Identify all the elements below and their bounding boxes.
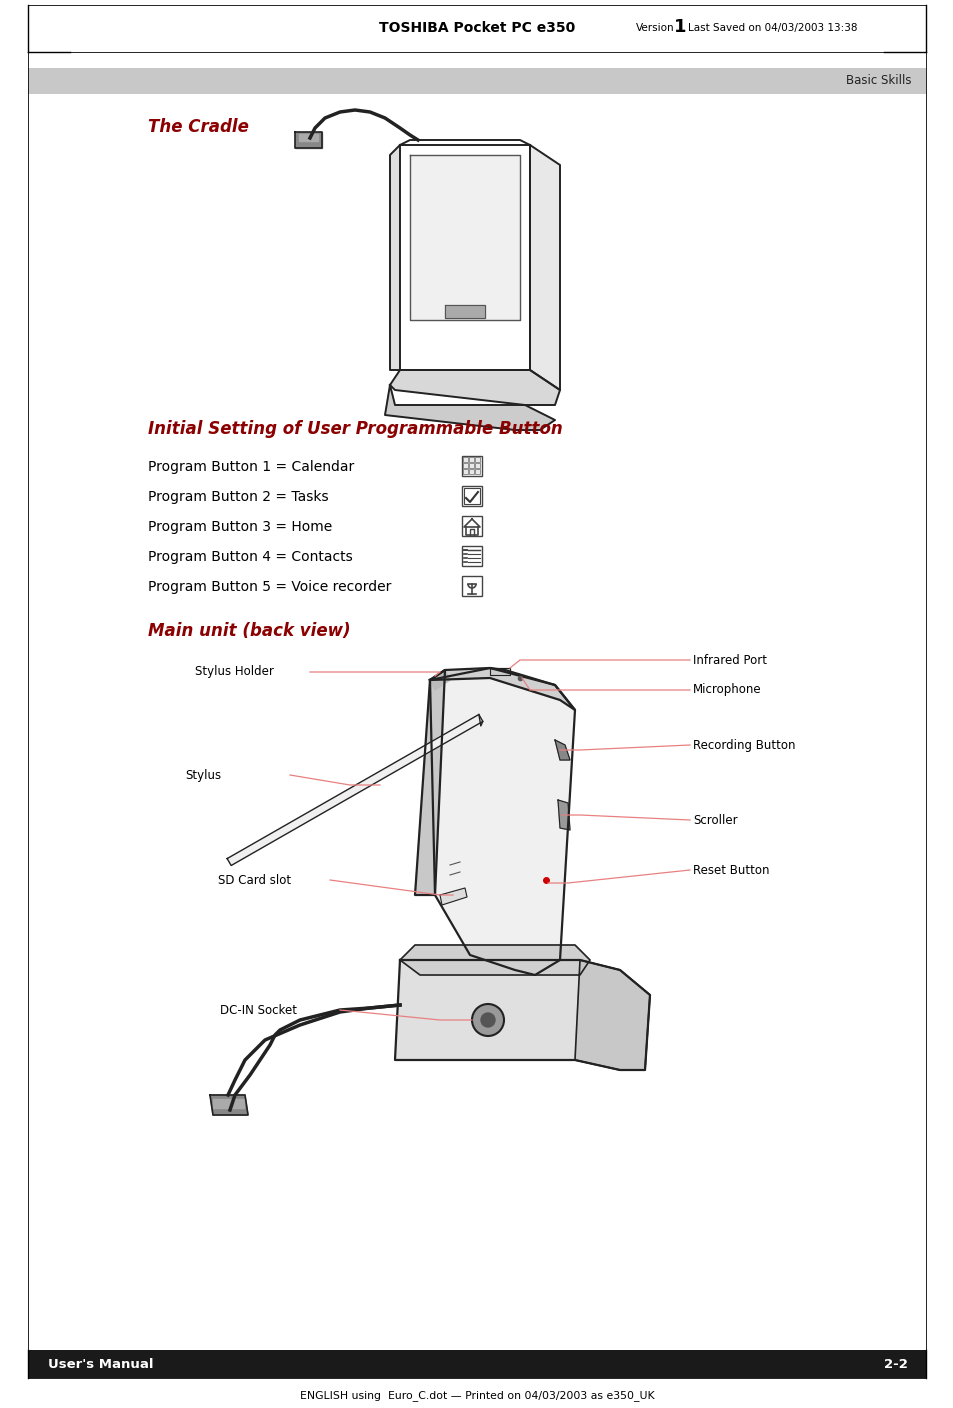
Polygon shape (390, 145, 399, 370)
Bar (469, 469, 474, 474)
Bar (462, 463, 468, 467)
Bar (461, 456, 481, 476)
Polygon shape (415, 670, 444, 895)
Text: Reset Button: Reset Button (692, 863, 769, 877)
Text: ENGLISH using  Euro_C.dot — Printed on 04/03/2003 as e350_UK: ENGLISH using Euro_C.dot — Printed on 04… (299, 1391, 654, 1401)
Text: Program Button 2 = Tasks: Program Button 2 = Tasks (148, 490, 328, 504)
Polygon shape (390, 370, 559, 406)
Text: Stylus Holder: Stylus Holder (194, 666, 274, 679)
Text: Program Button 3 = Home: Program Button 3 = Home (148, 520, 332, 534)
Bar (475, 458, 479, 462)
Polygon shape (395, 960, 649, 1070)
Bar (469, 458, 474, 462)
Bar (469, 463, 474, 467)
Bar (462, 458, 468, 462)
Bar (463, 489, 479, 504)
Polygon shape (213, 1100, 244, 1108)
Polygon shape (385, 384, 555, 429)
Polygon shape (399, 945, 589, 974)
Polygon shape (430, 670, 450, 690)
Bar (461, 546, 481, 566)
Text: Recording Button: Recording Button (692, 739, 795, 752)
Circle shape (472, 1004, 503, 1036)
Text: TOSHIBA Pocket PC e350: TOSHIBA Pocket PC e350 (378, 21, 575, 35)
Text: 1: 1 (673, 18, 686, 37)
Circle shape (480, 1012, 495, 1026)
Polygon shape (227, 714, 482, 866)
Polygon shape (410, 155, 519, 320)
Polygon shape (575, 960, 649, 1070)
Text: Stylus: Stylus (185, 769, 221, 781)
Bar (462, 469, 468, 474)
Text: Program Button 5 = Voice recorder: Program Button 5 = Voice recorder (148, 580, 391, 594)
Polygon shape (210, 1095, 248, 1115)
Bar (475, 463, 479, 467)
Polygon shape (430, 667, 575, 710)
Bar (461, 576, 481, 596)
Polygon shape (558, 800, 569, 829)
Polygon shape (439, 888, 467, 905)
Polygon shape (444, 306, 484, 318)
Polygon shape (490, 667, 510, 674)
Bar (28, 1350, 925, 1378)
Text: Infrared Port: Infrared Port (692, 653, 766, 666)
Bar (461, 486, 481, 505)
Text: Program Button 4 = Contacts: Program Button 4 = Contacts (148, 551, 353, 565)
Bar (461, 515, 481, 536)
Polygon shape (294, 132, 322, 148)
Text: Last Saved on 04/03/2003 13:38: Last Saved on 04/03/2003 13:38 (687, 23, 857, 32)
Text: Main unit (back view): Main unit (back view) (148, 622, 351, 641)
Text: Initial Setting of User Programmable Button: Initial Setting of User Programmable But… (148, 420, 562, 438)
Text: Scroller: Scroller (692, 814, 737, 826)
Text: 2-2: 2-2 (883, 1357, 907, 1370)
Polygon shape (430, 667, 575, 974)
Text: DC-IN Socket: DC-IN Socket (220, 1004, 296, 1017)
Bar (28, 68, 925, 94)
Polygon shape (530, 145, 559, 390)
Text: User's Manual: User's Manual (48, 1357, 153, 1370)
Text: Version: Version (636, 23, 674, 32)
Text: Microphone: Microphone (692, 683, 760, 697)
Text: Program Button 1 = Calendar: Program Button 1 = Calendar (148, 460, 354, 474)
Text: SD Card slot: SD Card slot (218, 873, 291, 887)
Bar (475, 469, 479, 474)
Polygon shape (555, 741, 569, 760)
Polygon shape (298, 134, 317, 141)
Text: Basic Skills: Basic Skills (845, 75, 911, 87)
Text: The Cradle: The Cradle (148, 118, 249, 137)
